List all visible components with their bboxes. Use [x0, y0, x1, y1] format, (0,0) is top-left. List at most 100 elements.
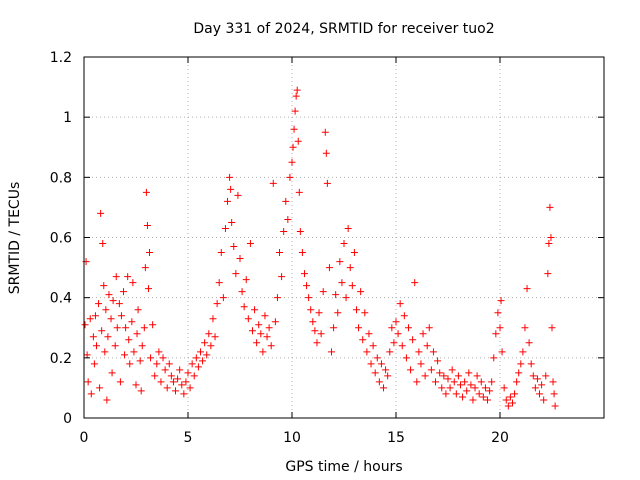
data-point: [531, 384, 539, 392]
data-point: [342, 294, 350, 302]
data-point: [515, 369, 523, 377]
data-point: [111, 342, 119, 350]
data-point: [448, 366, 456, 374]
data-point: [289, 143, 297, 151]
data-point: [124, 273, 132, 281]
data-point: [529, 372, 537, 380]
data-point: [475, 390, 483, 398]
data-point: [199, 357, 207, 365]
data-point: [511, 390, 519, 398]
data-point: [116, 378, 124, 386]
data-point: [479, 393, 487, 401]
data-point: [350, 249, 358, 257]
data-point: [330, 324, 338, 332]
data-point: [375, 378, 383, 386]
data-point: [92, 342, 100, 350]
data-point: [271, 318, 279, 326]
data-point: [521, 324, 529, 332]
data-point: [494, 309, 502, 317]
data-point: [196, 348, 204, 356]
data-point: [296, 227, 304, 235]
data-point: [282, 197, 290, 205]
data-point: [513, 378, 521, 386]
data-point: [490, 354, 498, 362]
data-point: [550, 390, 558, 398]
data-point: [544, 270, 552, 278]
data-point: [215, 279, 223, 287]
data-point: [444, 375, 452, 383]
data-point: [481, 384, 489, 392]
data-point: [91, 312, 99, 320]
data-point: [504, 402, 512, 410]
data-point: [104, 333, 112, 341]
data-point: [178, 381, 186, 389]
data-point: [180, 390, 188, 398]
x-tick-label: 5: [184, 430, 193, 446]
data-point: [273, 294, 281, 302]
data-point: [434, 357, 442, 365]
axis-ticks: 0 0.2 0.4 0.6 0.8 1 1.2 0 5 10 15 20: [50, 50, 604, 446]
data-point: [317, 330, 325, 338]
data-point: [307, 306, 315, 314]
data-point: [153, 360, 161, 368]
data-point: [346, 264, 354, 272]
data-point: [288, 158, 296, 166]
data-point: [253, 339, 261, 347]
data-point: [415, 348, 423, 356]
data-point: [133, 330, 141, 338]
data-point: [459, 393, 467, 401]
data-point: [407, 366, 415, 374]
data-point: [384, 372, 392, 380]
data-point: [411, 279, 419, 287]
data-point: [293, 86, 301, 94]
data-point: [446, 384, 454, 392]
data-point: [486, 387, 494, 395]
data-point: [142, 188, 150, 196]
data-point: [380, 384, 388, 392]
data-point: [284, 215, 292, 223]
data-point: [294, 137, 302, 145]
data-point: [105, 291, 113, 299]
data-point: [86, 315, 94, 323]
data-point: [100, 282, 108, 290]
data-point: [276, 249, 284, 257]
data-point: [551, 402, 559, 410]
data-point: [257, 330, 265, 338]
data-point: [417, 360, 425, 368]
data-points: [81, 86, 559, 410]
data-point: [519, 348, 527, 356]
data-point: [373, 354, 381, 362]
data-point: [224, 197, 232, 205]
data-point: [89, 333, 97, 341]
data-point: [497, 297, 505, 305]
data-point: [95, 300, 103, 308]
data-point: [440, 372, 448, 380]
data-point: [394, 330, 402, 338]
data-point: [174, 375, 182, 383]
chart-title: Day 331 of 2024, SRMTID for receiver tuo…: [193, 21, 494, 37]
data-point: [488, 378, 496, 386]
data-point: [163, 384, 171, 392]
data-point: [538, 381, 546, 389]
data-point: [315, 309, 323, 317]
data-point: [232, 270, 240, 278]
data-point: [255, 321, 263, 329]
data-point: [419, 330, 427, 338]
data-point: [209, 315, 217, 323]
data-point: [146, 249, 154, 257]
data-point: [492, 330, 500, 338]
data-point: [120, 288, 128, 296]
data-point: [108, 369, 116, 377]
data-point: [226, 173, 234, 181]
data-point: [348, 282, 356, 290]
data-point: [238, 288, 246, 296]
data-point: [334, 309, 342, 317]
data-point: [157, 378, 165, 386]
data-point: [161, 366, 169, 374]
data-point: [265, 324, 273, 332]
data-point: [398, 342, 406, 350]
data-point: [99, 240, 107, 248]
data-point: [328, 348, 336, 356]
